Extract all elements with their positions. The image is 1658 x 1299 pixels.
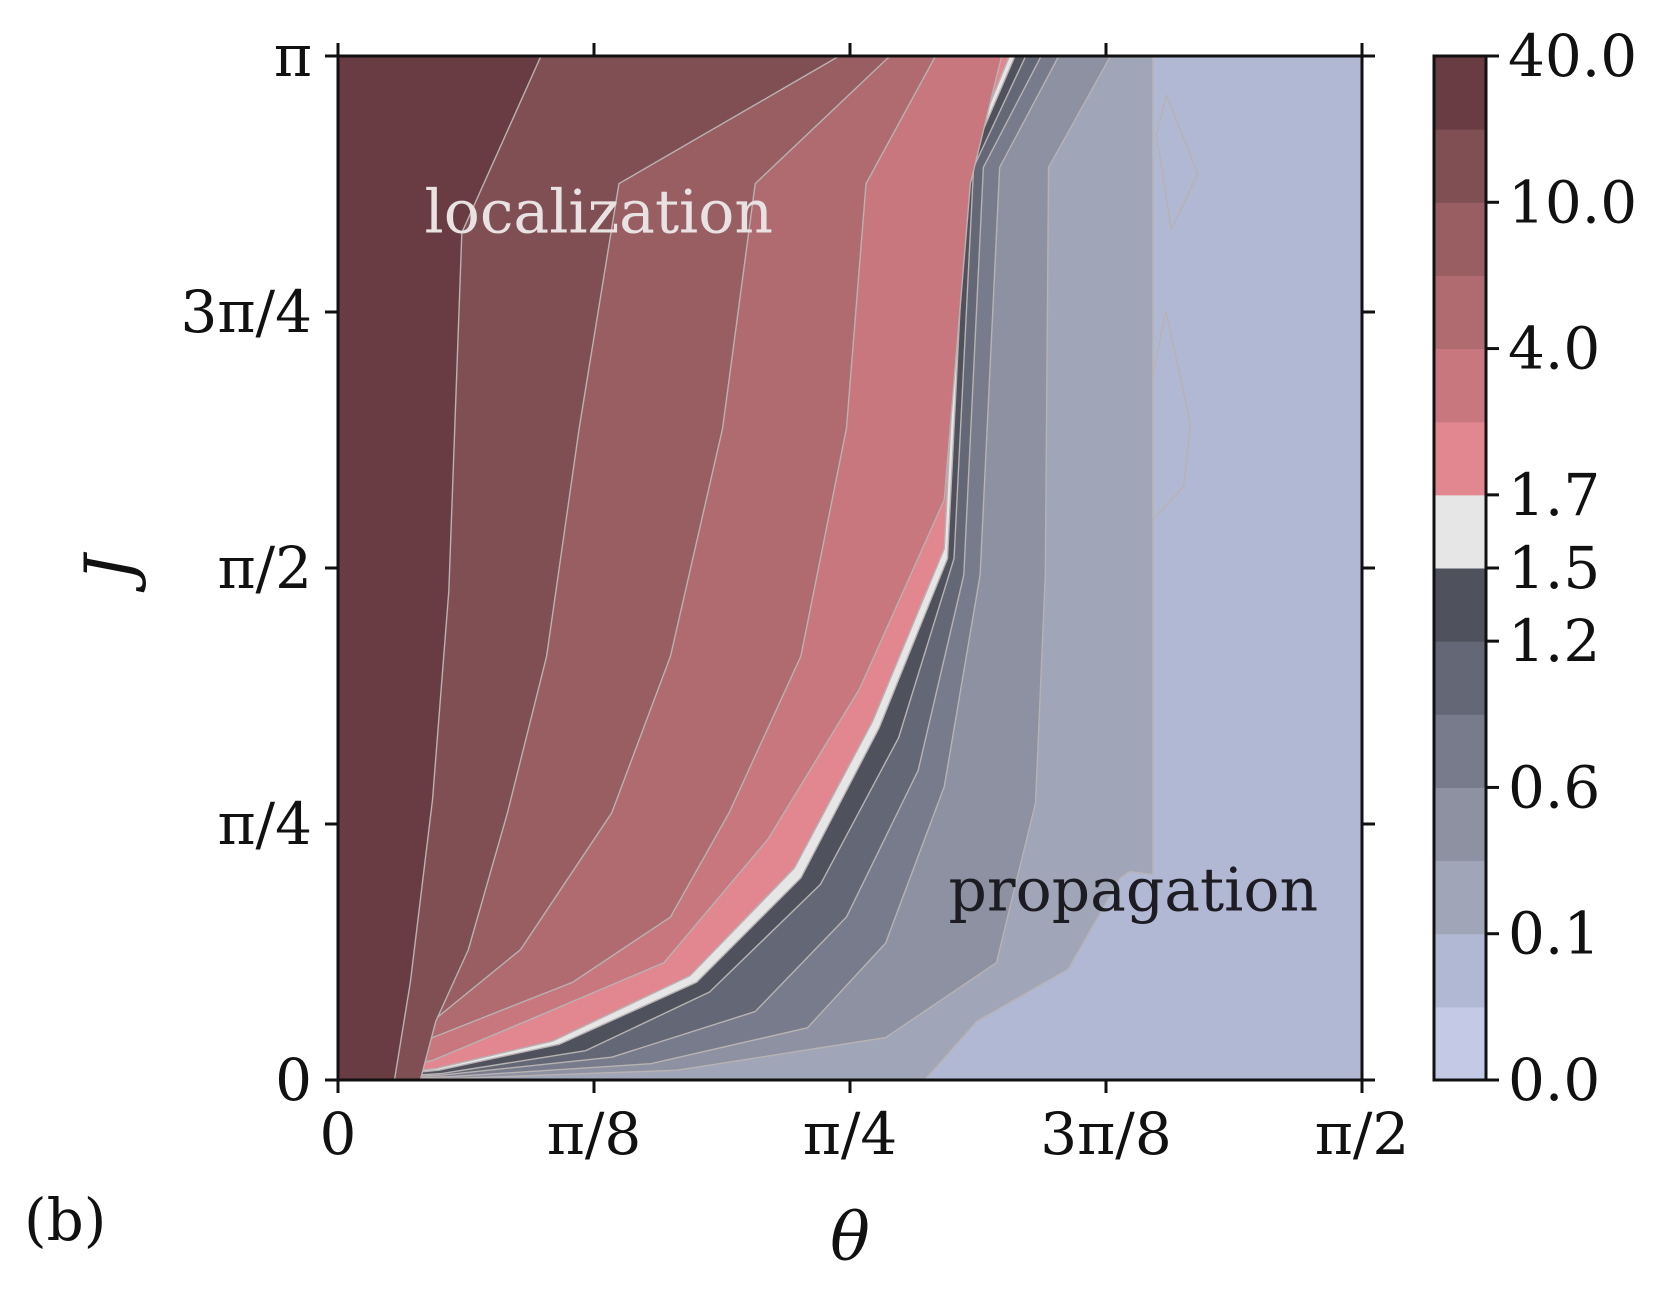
contour-region-20 <box>338 56 542 1080</box>
y-tick-label: π/2 <box>217 534 312 602</box>
contour-island <box>1152 310 1192 522</box>
panel-label: (b) <box>24 1186 106 1254</box>
colorbar: 40.0 10.0 4.0 1.71.51.2 0.6 0.1 0.0 <box>1432 22 1637 1114</box>
colorbar-band <box>1434 568 1486 642</box>
annotation-localization: localization <box>425 178 774 248</box>
colorbar-tick-label: 10.0 <box>1508 168 1637 236</box>
x-tick-label: π/4 <box>803 1100 898 1168</box>
colorbar-tick-label: 1.2 <box>1508 607 1600 675</box>
x-axis-label: θ <box>830 1199 870 1276</box>
colorbar-tick-label: 1.7 <box>1508 461 1600 529</box>
y-tick-label: π <box>274 22 312 90</box>
colorbar-band <box>1434 421 1486 496</box>
contour-plot-area <box>338 56 1362 1080</box>
colorbar-band <box>1434 275 1486 350</box>
colorbar-band <box>1434 202 1486 276</box>
y-axis-label: J <box>71 551 148 593</box>
colorbar-tick-label: 0.1 <box>1508 900 1600 968</box>
x-tick-label: 3π/8 <box>1040 1100 1171 1168</box>
colorbar-band <box>1434 1006 1486 1081</box>
colorbar-band <box>1434 494 1486 569</box>
x-tick-label: 0 <box>320 1100 357 1168</box>
contour-region-10 <box>338 56 840 1080</box>
y-axis-ticks: 0 π/4 π/2 3π/4 π <box>181 22 1375 1114</box>
contour-regions <box>338 56 1154 1080</box>
x-tick-label: π/2 <box>1315 1100 1410 1168</box>
colorbar-band <box>1434 129 1486 203</box>
annotation-propagation: propagation <box>948 856 1318 926</box>
colorbar-band <box>1434 787 1486 862</box>
y-tick-label: 3π/4 <box>181 278 312 346</box>
colorbar-tick-label: 4.0 <box>1508 315 1600 383</box>
y-tick-label: π/4 <box>217 790 312 858</box>
x-axis-ticks: 0 π/8 π/4 3π/8 π/2 <box>320 43 1410 1168</box>
colorbar-tick-label: 1.5 <box>1508 534 1600 602</box>
colorbar-band <box>1434 641 1486 715</box>
x-tick-label: π/8 <box>547 1100 642 1168</box>
colorbar-band <box>1434 714 1486 788</box>
colorbar-tick-label: 0.0 <box>1508 1046 1600 1114</box>
colorbar-band <box>1434 860 1486 935</box>
colorbar-tick-label: 0.6 <box>1508 753 1600 821</box>
colorbar-band <box>1434 56 1486 130</box>
y-tick-label: 0 <box>275 1046 312 1114</box>
colorbar-tick-label: 40.0 <box>1508 22 1637 90</box>
colorbar-band <box>1434 348 1486 423</box>
annotations: localization propagation <box>425 178 1319 926</box>
colorbar-band <box>1434 933 1486 1008</box>
contour-islands <box>1152 93 1199 522</box>
contour-island <box>1155 93 1199 232</box>
